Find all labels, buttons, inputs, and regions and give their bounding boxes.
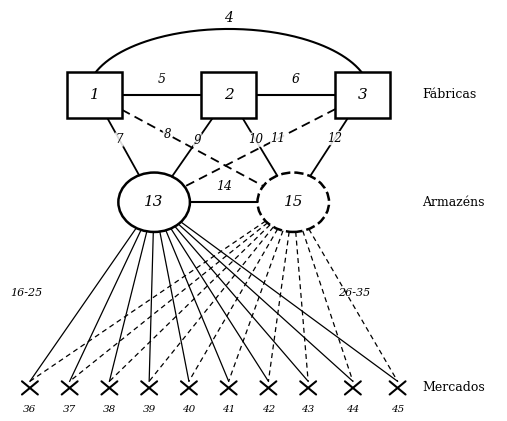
Text: 10: 10 — [248, 133, 263, 146]
Text: 14: 14 — [215, 180, 232, 193]
Text: 36: 36 — [23, 405, 37, 414]
Text: 38: 38 — [103, 405, 116, 414]
Text: 16-25: 16-25 — [10, 288, 42, 298]
Bar — [336, 72, 390, 118]
Text: 45: 45 — [391, 405, 404, 414]
Text: 8: 8 — [163, 128, 171, 141]
Text: Armazéns: Armazéns — [422, 196, 485, 209]
Text: Fábricas: Fábricas — [422, 88, 477, 101]
Text: 42: 42 — [262, 405, 275, 414]
Text: 7: 7 — [116, 133, 123, 146]
Text: 6: 6 — [292, 73, 300, 86]
Text: 44: 44 — [346, 405, 359, 414]
Text: 13: 13 — [144, 195, 164, 209]
Bar — [67, 72, 122, 118]
Text: 4: 4 — [224, 11, 233, 25]
Text: 2: 2 — [224, 88, 234, 102]
Text: Mercados: Mercados — [422, 381, 485, 394]
Text: 26-35: 26-35 — [338, 288, 370, 298]
Text: 40: 40 — [183, 405, 196, 414]
Text: 1: 1 — [90, 88, 99, 102]
Text: 11: 11 — [271, 132, 285, 145]
Text: 9: 9 — [194, 133, 201, 147]
Text: 39: 39 — [142, 405, 156, 414]
Text: 37: 37 — [63, 405, 76, 414]
Text: 5: 5 — [158, 73, 166, 86]
Text: 12: 12 — [328, 132, 342, 145]
Text: 43: 43 — [302, 405, 315, 414]
Text: 41: 41 — [222, 405, 235, 414]
Text: 3: 3 — [358, 88, 368, 102]
Bar — [201, 72, 256, 118]
Text: 15: 15 — [283, 195, 303, 209]
